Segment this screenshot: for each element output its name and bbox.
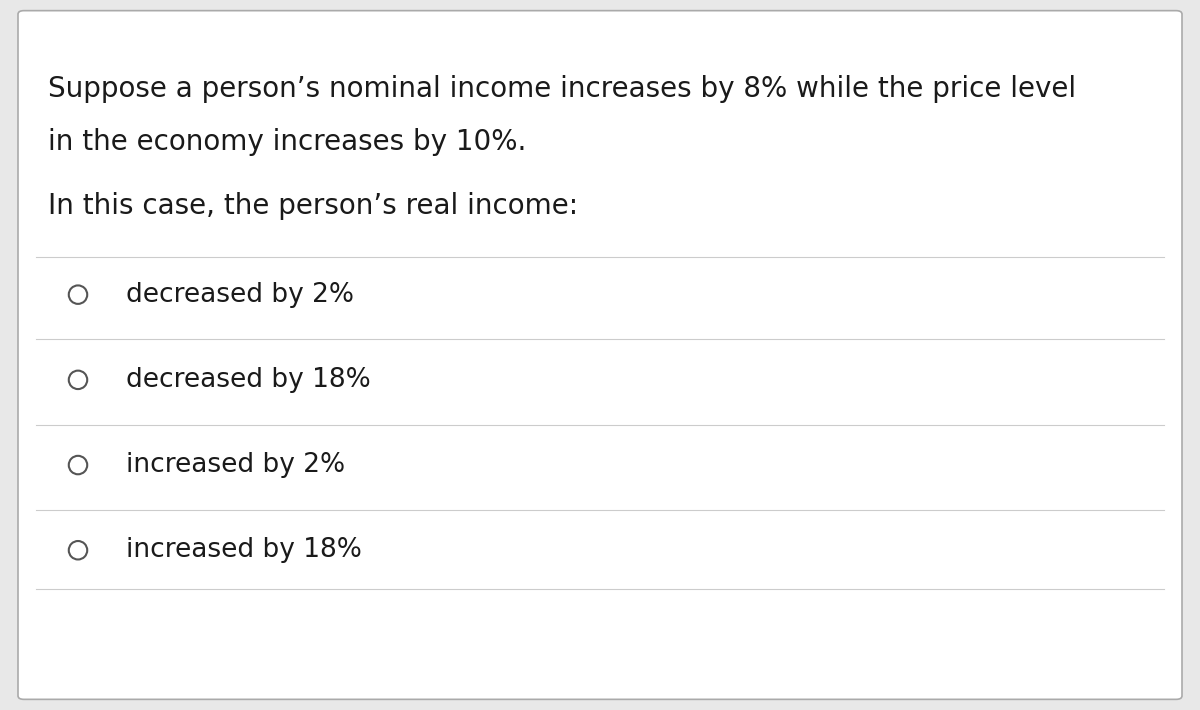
Text: decreased by 2%: decreased by 2% [126, 282, 354, 307]
Text: decreased by 18%: decreased by 18% [126, 367, 371, 393]
Text: in the economy increases by 10%.: in the economy increases by 10%. [48, 128, 527, 156]
FancyBboxPatch shape [18, 11, 1182, 699]
Text: Suppose a person’s nominal income increases by 8% while the price level: Suppose a person’s nominal income increa… [48, 75, 1076, 103]
Text: In this case, the person’s real income:: In this case, the person’s real income: [48, 192, 578, 220]
Text: increased by 18%: increased by 18% [126, 537, 362, 563]
Text: increased by 2%: increased by 2% [126, 452, 346, 478]
